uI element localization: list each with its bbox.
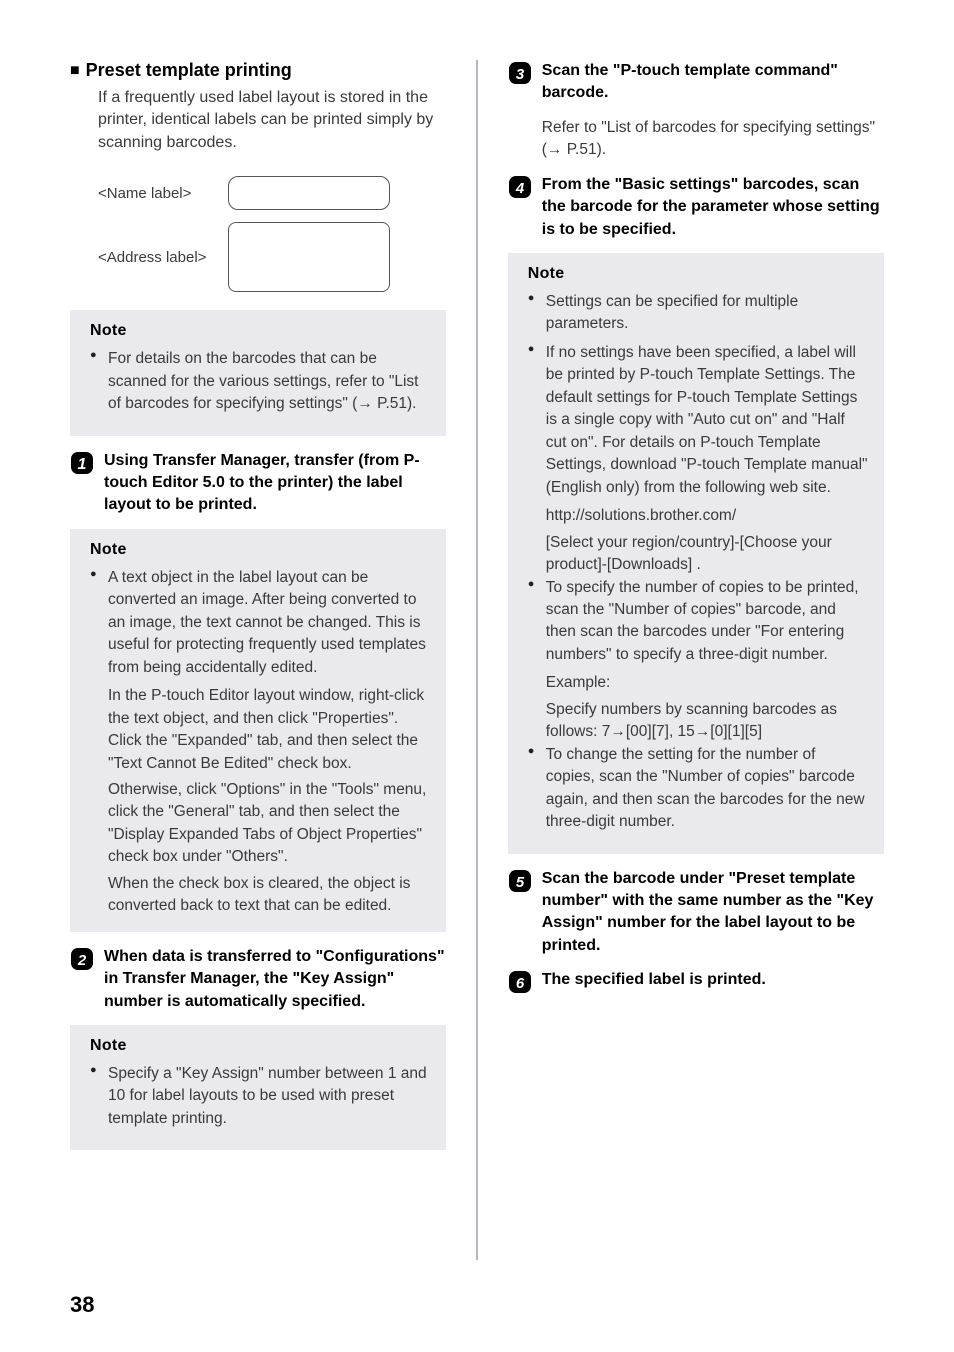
note-item: Specify a "Key Assign" number between 1 … <box>90 1063 430 1130</box>
svg-text:4: 4 <box>515 180 525 197</box>
note-item: To change the setting for the number of … <box>528 744 868 834</box>
note-box-2: Note A text object in the label layout c… <box>70 529 446 932</box>
right-column: 3 Scan the "P-touch template command" ba… <box>508 60 884 1260</box>
note-item: To specify the number of copies to be pr… <box>528 577 868 667</box>
note-title: Note <box>90 322 430 340</box>
step-2: 2 When data is transferred to "Configura… <box>70 946 446 1013</box>
step-6-text: The specified label is printed. <box>542 969 766 991</box>
note-paragraph: When the check box is cleared, the objec… <box>90 873 430 918</box>
note-item: If no settings have been specified, a la… <box>528 342 868 499</box>
step-number-icon: 2 <box>70 947 94 971</box>
name-label-row: <Name label> <box>98 176 446 210</box>
note-example-label: Example: <box>528 672 868 694</box>
step-5-text: Scan the barcode under "Preset template … <box>542 868 884 958</box>
step-1-text: Using Transfer Manager, transfer (from P… <box>104 450 446 517</box>
address-label-box <box>228 222 390 292</box>
step-4: 4 From the "Basic settings" barcodes, sc… <box>508 174 884 241</box>
column-divider <box>476 60 478 1260</box>
note-title: Note <box>528 265 868 283</box>
step-1: 1 Using Transfer Manager, transfer (from… <box>70 450 446 517</box>
svg-text:5: 5 <box>516 874 525 891</box>
note-text: To specify the number of copies to be pr… <box>546 579 859 663</box>
note-title: Note <box>90 1037 430 1055</box>
step-4-text: From the "Basic settings" barcodes, scan… <box>542 174 884 241</box>
note-text: If no settings have been specified, a la… <box>546 344 868 496</box>
step-2-text: When data is transferred to "Configurati… <box>104 946 446 1013</box>
note-box-right: Note Settings can be specified for multi… <box>508 253 884 854</box>
note-item: For details on the barcodes that can be … <box>90 348 430 415</box>
note-item: Settings can be specified for multiple p… <box>528 291 868 336</box>
note-example: Specify numbers by scanning barcodes as … <box>528 699 868 744</box>
note-item: A text object in the label layout can be… <box>90 567 430 679</box>
svg-text:2: 2 <box>77 952 87 969</box>
step-number-icon: 3 <box>508 61 532 85</box>
preset-heading: ■ Preset template printing <box>70 60 446 81</box>
label-examples: <Name label> <Address label> <box>98 176 446 292</box>
page-number: 38 <box>70 1292 94 1318</box>
note-url: http://solutions.brother.com/ <box>528 505 868 527</box>
preset-description: If a frequently used label layout is sto… <box>98 87 446 154</box>
step-3-text: Scan the "P-touch template command" barc… <box>542 60 884 105</box>
svg-text:3: 3 <box>516 66 525 83</box>
note-path: [Select your region/country]-[Choose you… <box>528 532 868 577</box>
step-number-icon: 1 <box>70 451 94 475</box>
note-text: A text object in the label layout can be… <box>108 569 426 676</box>
name-label-box <box>228 176 390 210</box>
preset-heading-text: Preset template printing <box>86 60 292 81</box>
note-paragraph: Otherwise, click "Options" in the "Tools… <box>90 779 430 869</box>
address-label-row: <Address label> <box>98 222 446 292</box>
svg-text:6: 6 <box>516 975 525 992</box>
left-column: ■ Preset template printing If a frequent… <box>70 60 446 1260</box>
step-6: 6 The specified label is printed. <box>508 969 884 994</box>
step-3: 3 Scan the "P-touch template command" ba… <box>508 60 884 105</box>
svg-text:1: 1 <box>78 456 87 473</box>
note-paragraph: In the P-touch Editor layout window, rig… <box>90 685 430 775</box>
note-title: Note <box>90 541 430 559</box>
step-number-icon: 5 <box>508 869 532 893</box>
step-number-icon: 4 <box>508 175 532 199</box>
step-number-icon: 6 <box>508 970 532 994</box>
step-5: 5 Scan the barcode under "Preset templat… <box>508 868 884 958</box>
note-box-1: Note For details on the barcodes that ca… <box>70 310 446 435</box>
step-3-sub: Refer to "List of barcodes for specifyin… <box>542 117 884 162</box>
note-box-3: Note Specify a "Key Assign" number betwe… <box>70 1025 446 1150</box>
name-label-text: <Name label> <box>98 185 228 202</box>
address-label-text: <Address label> <box>98 249 228 266</box>
square-bullet: ■ <box>70 62 80 80</box>
